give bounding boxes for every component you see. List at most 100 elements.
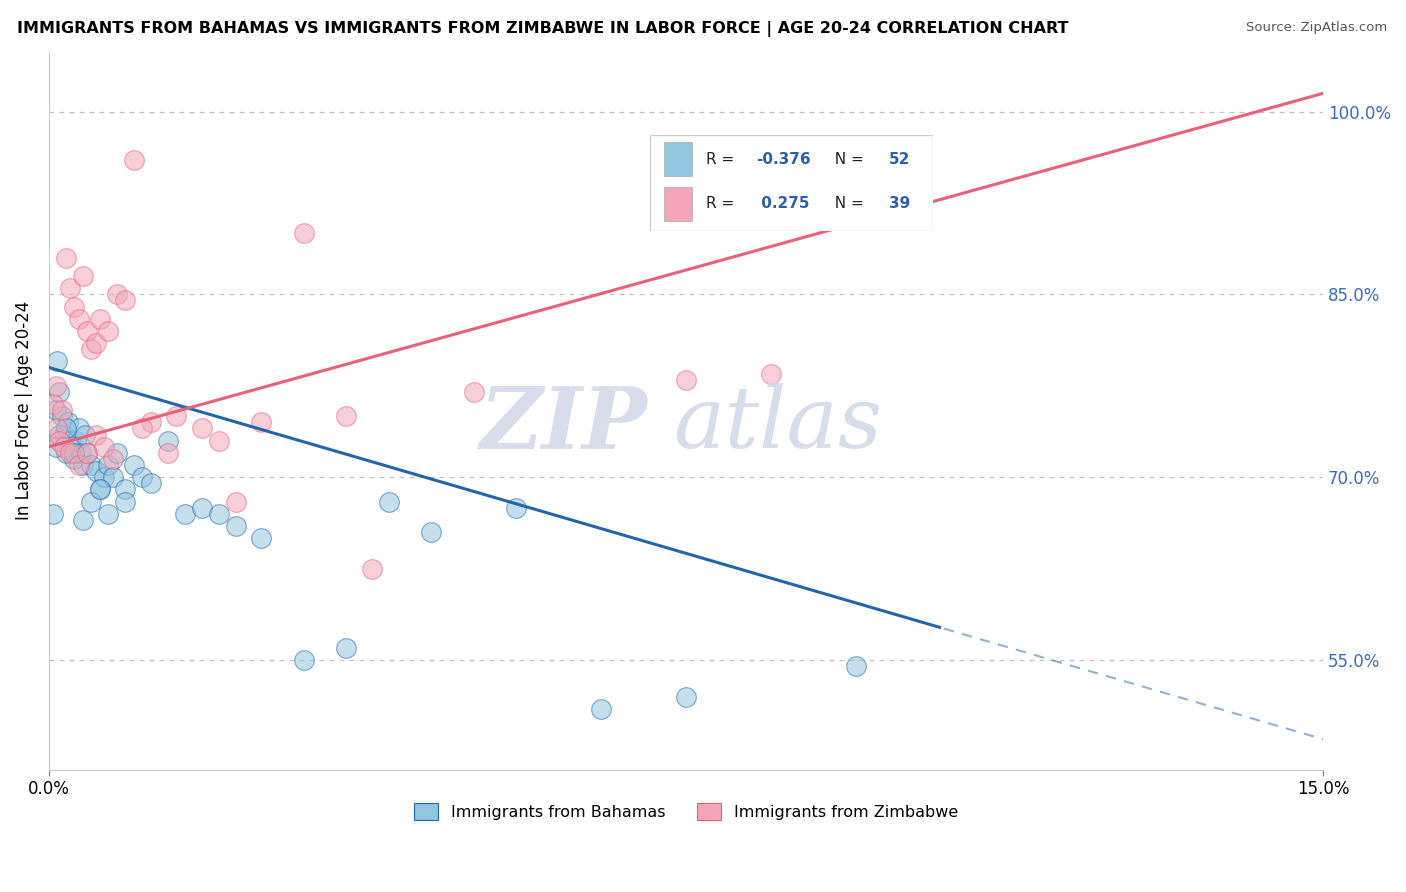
Point [42,507,65,521]
Point [114,494,136,508]
Text: -0.376: -0.376 [756,152,811,167]
Point [139,476,162,491]
Point [335,409,357,424]
Text: R =: R = [706,196,740,211]
FancyBboxPatch shape [664,142,692,176]
Point [63,300,86,314]
Text: IMMIGRANTS FROM BAHAMAS VS IMMIGRANTS FROM ZIMBABWE IN LABOR FORCE | AGE 20-24 C: IMMIGRANTS FROM BAHAMAS VS IMMIGRANTS FR… [17,21,1069,37]
Point [76,446,98,460]
Point [105,446,128,460]
Point [845,659,868,673]
Point [84,464,107,478]
Y-axis label: In Labor Force | Age 20-24: In Labor Force | Age 20-24 [15,301,32,520]
Point [114,483,136,497]
Point [45,379,67,393]
Point [148,780,170,795]
Point [55,446,77,460]
Point [80,458,103,472]
Point [89,311,111,326]
Point [250,415,273,429]
Point [156,446,179,460]
Point [53,440,76,454]
Point [46,421,69,435]
Point [165,409,187,424]
Point [191,421,214,435]
Point [97,458,120,472]
Text: 0.275: 0.275 [756,196,810,211]
Point [156,434,179,448]
Point [101,451,124,466]
Point [131,421,153,435]
Point [225,494,247,508]
Point [55,251,77,265]
Point [84,427,107,442]
Point [122,153,145,168]
Point [360,561,382,575]
Point [173,507,195,521]
Point [45,403,67,417]
Point [122,458,145,472]
Point [80,494,103,508]
Point [463,384,485,399]
Point [73,427,96,442]
Point [80,343,103,357]
Point [250,531,273,545]
Point [63,451,86,466]
Point [292,227,315,241]
Point [675,690,697,704]
Point [48,427,70,442]
Point [114,293,136,308]
Point [76,446,98,460]
FancyBboxPatch shape [650,135,934,231]
Point [505,500,527,515]
Text: atlas: atlas [673,384,883,466]
Point [292,653,315,667]
Point [48,384,70,399]
Point [105,287,128,301]
Point [591,702,613,716]
Point [101,470,124,484]
Point [45,440,67,454]
Point [759,367,782,381]
Point [62,440,84,454]
Text: R =: R = [706,152,740,167]
Text: ZIP: ZIP [479,383,648,467]
Point [59,446,82,460]
Point [48,434,70,448]
Point [59,281,82,295]
Point [131,470,153,484]
Point [72,513,94,527]
Point [53,427,76,442]
Point [93,470,115,484]
Point [89,483,111,497]
Point [675,373,697,387]
Point [76,324,98,338]
Point [63,446,86,460]
Point [84,336,107,351]
Point [67,421,90,435]
Point [55,421,77,435]
Legend: Immigrants from Bahamas, Immigrants from Zimbabwe: Immigrants from Bahamas, Immigrants from… [408,797,965,826]
Point [67,458,90,472]
Point [46,354,69,368]
Point [93,440,115,454]
Text: Source: ZipAtlas.com: Source: ZipAtlas.com [1247,21,1388,34]
Point [191,500,214,515]
Point [72,269,94,284]
Text: 52: 52 [889,152,911,167]
Point [377,494,399,508]
Text: N =: N = [825,152,869,167]
Point [225,519,247,533]
Point [59,434,82,448]
Text: 39: 39 [889,196,911,211]
Point [139,415,162,429]
Point [51,409,73,424]
Point [89,483,111,497]
Point [70,446,93,460]
Point [420,524,443,539]
Point [67,311,90,326]
Point [42,397,65,411]
Point [56,415,79,429]
Text: N =: N = [825,196,869,211]
Point [51,403,73,417]
